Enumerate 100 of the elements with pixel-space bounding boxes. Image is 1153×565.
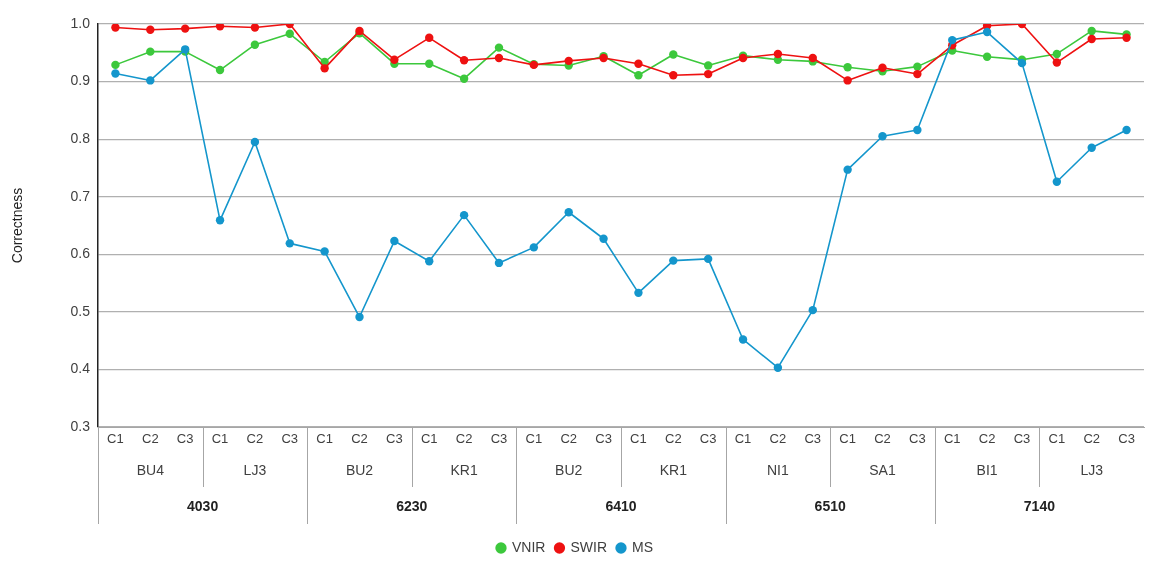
point <box>390 236 399 246</box>
category-label: 4030 <box>187 497 219 514</box>
category-label: C2 <box>141 431 159 447</box>
category-label: 6510 <box>814 497 846 514</box>
point <box>738 335 748 344</box>
point <box>843 76 852 85</box>
category-label: KR1 <box>659 461 687 478</box>
point <box>111 60 120 70</box>
category-label: C1 <box>943 431 961 447</box>
point <box>320 247 329 256</box>
point <box>669 256 678 265</box>
category-label: SA1 <box>869 461 896 478</box>
point <box>215 65 225 75</box>
category-label: C2 <box>455 431 473 447</box>
point <box>913 62 922 71</box>
point <box>634 59 643 68</box>
point <box>878 132 887 141</box>
point <box>669 71 678 80</box>
point <box>459 74 469 83</box>
category-label: C2 <box>246 431 264 447</box>
category-label: BU2 <box>345 461 374 478</box>
point <box>285 29 294 38</box>
point <box>1087 26 1096 36</box>
point <box>250 40 260 49</box>
point <box>250 24 260 32</box>
point <box>180 24 190 33</box>
category-label: C2 <box>351 431 368 447</box>
point <box>703 61 713 70</box>
point <box>773 363 783 372</box>
y-tick-label: 1.0 <box>70 14 91 31</box>
category-label: 6230 <box>396 497 428 514</box>
point <box>215 24 225 31</box>
category-label: C2 <box>978 431 996 447</box>
category-label: BU4 <box>136 461 164 478</box>
point <box>1052 49 1062 59</box>
category-label: C3 <box>1118 431 1135 447</box>
point <box>494 53 504 63</box>
category-label: BI1 <box>976 461 998 478</box>
y-tick-label: 0.7 <box>70 187 91 204</box>
point <box>146 76 155 85</box>
category-label: C3 <box>699 431 717 447</box>
category-label: C1 <box>525 431 543 447</box>
point <box>459 56 469 65</box>
point <box>146 47 155 56</box>
point <box>529 243 539 252</box>
point <box>913 69 922 79</box>
point <box>1087 34 1096 44</box>
category-label: C3 <box>1013 431 1031 447</box>
point <box>355 312 364 322</box>
category-label: LJ3 <box>243 461 267 478</box>
point <box>669 50 678 59</box>
point <box>1052 58 1062 67</box>
point <box>564 56 573 66</box>
point <box>111 69 120 78</box>
point <box>599 234 608 243</box>
point <box>494 43 504 52</box>
category-label: C2 <box>1083 431 1101 447</box>
point <box>459 210 469 220</box>
y-tick-label: 0.8 <box>70 130 91 146</box>
y-axis-title: Correctness <box>9 187 26 264</box>
category-label: C1 <box>107 431 124 447</box>
y-tick-label: 0.9 <box>70 72 91 89</box>
point <box>773 49 783 59</box>
point <box>878 63 887 72</box>
category-label: C2 <box>874 431 891 447</box>
point <box>703 254 713 264</box>
point <box>425 256 434 266</box>
point <box>982 52 992 62</box>
category-label: BU2 <box>555 461 583 478</box>
point <box>494 258 504 268</box>
y-tick-label: 0.4 <box>70 360 91 377</box>
point <box>285 239 294 248</box>
point <box>564 208 573 217</box>
point <box>250 137 260 147</box>
point <box>390 55 399 64</box>
point <box>1122 33 1131 43</box>
point <box>808 305 817 315</box>
category-label: C2 <box>769 431 787 447</box>
category-label: C1 <box>211 431 229 447</box>
category-label: C2 <box>664 431 682 447</box>
point <box>948 35 957 45</box>
category-label: C3 <box>490 431 508 447</box>
legend-label: MS <box>632 538 653 555</box>
category-label: 6410 <box>605 497 637 514</box>
y-tick-label: 0.3 <box>70 417 91 434</box>
point <box>215 216 225 225</box>
legend-label: VNIR <box>512 538 546 555</box>
category-label: C3 <box>595 431 612 447</box>
category-label: C1 <box>1048 431 1066 447</box>
category-label: C2 <box>560 431 578 447</box>
point <box>843 62 852 72</box>
category-label: C1 <box>316 431 333 447</box>
point <box>634 288 643 298</box>
point <box>808 53 817 63</box>
point <box>843 165 852 174</box>
category-label: C3 <box>909 431 926 447</box>
point <box>1087 143 1096 152</box>
point <box>1052 177 1062 186</box>
category-label: C3 <box>176 431 194 447</box>
y-tick-label: 0.5 <box>70 302 91 319</box>
